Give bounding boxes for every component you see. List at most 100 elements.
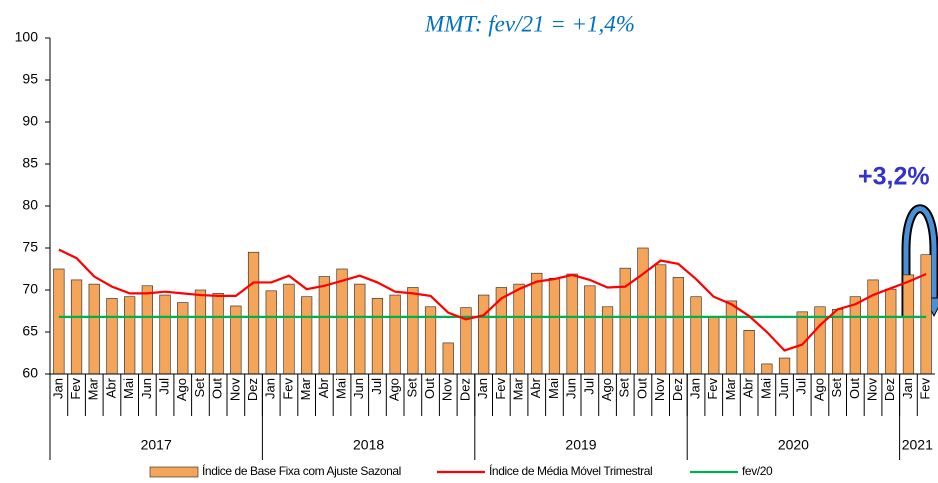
x-tick-label: Ago (811, 378, 826, 401)
year-label: 2017 (141, 437, 172, 453)
x-tick-label: Jun (776, 378, 791, 399)
year-label: 2020 (778, 437, 809, 453)
bar (743, 330, 755, 375)
bar (442, 342, 454, 375)
x-tick-label: Jan (900, 378, 915, 399)
x-tick-label: Jul (794, 378, 809, 395)
bar (318, 276, 330, 375)
y-tick-label: 85 (22, 155, 38, 171)
x-tick-label: Dez (457, 378, 472, 401)
x-tick-label: Jan (687, 378, 702, 399)
bar (796, 311, 808, 375)
year-label: 2021 (902, 437, 933, 453)
bar (283, 283, 295, 375)
x-tick-label: Set (404, 378, 419, 398)
x-tick-label: Jul (369, 378, 384, 395)
bar (212, 293, 224, 375)
x-tick-label: Nov (440, 378, 455, 402)
x-tick-label: Abr (103, 377, 118, 398)
bar (407, 287, 419, 375)
x-tick-label: Dez (882, 378, 897, 401)
x-tick-label: Abr (528, 377, 543, 398)
bar (124, 296, 136, 375)
bar (389, 294, 401, 375)
y-tick-label: 70 (22, 281, 38, 297)
bar (708, 316, 720, 375)
bar (672, 277, 684, 375)
bar (141, 285, 153, 375)
x-tick-label: Out (210, 378, 225, 399)
chart-title: MMT: fev/21 = +1,4% (424, 11, 635, 36)
legend-label: Índice de Média Móvel Trimestral (489, 463, 652, 478)
annotation: +3,2% (858, 163, 930, 191)
bar (478, 294, 490, 375)
bar (265, 290, 277, 375)
x-tick-label: Mar (510, 377, 525, 400)
x-tick-label: Mar (86, 377, 101, 400)
legend-label: Índice de Base Fixa com Ajuste Sazonal (202, 463, 401, 478)
x-tick-label: Ago (174, 378, 189, 401)
bar (106, 298, 118, 375)
y-tick-label: 100 (15, 29, 39, 45)
x-tick-label: Jan (263, 378, 278, 399)
y-tick-label: 60 (22, 365, 38, 381)
x-tick-label: Fev (918, 378, 933, 400)
legend-swatch (149, 466, 199, 478)
bar (920, 254, 932, 375)
x-tick-label: Jan (50, 378, 65, 399)
x-tick-label: Nov (864, 378, 879, 402)
y-tick-label: 65 (22, 323, 38, 339)
y-tick-label: 95 (22, 71, 38, 87)
x-tick-label: Out (422, 378, 437, 399)
bar (832, 309, 844, 375)
y-tick-label: 75 (22, 239, 38, 255)
x-tick-label: Jun (564, 378, 579, 399)
year-label: 2018 (353, 437, 384, 453)
x-tick-label: Jul (581, 378, 596, 395)
y-tick-label: 80 (22, 197, 38, 213)
x-tick-label: Mai (758, 378, 773, 399)
y-tick-label: 90 (22, 113, 38, 129)
bar (70, 279, 83, 375)
bar (88, 283, 100, 375)
bar (194, 289, 207, 375)
legend-label: fev/20 (742, 464, 773, 478)
bar (177, 302, 189, 375)
x-tick-label: Abr (316, 377, 331, 398)
bar (778, 357, 791, 375)
x-tick-label: Nov (652, 378, 667, 402)
bar (637, 247, 649, 375)
x-tick-label: Ago (387, 378, 402, 401)
x-tick-label: Fev (68, 378, 83, 400)
bar (247, 251, 260, 375)
bar (53, 268, 65, 375)
x-tick-label: Mar (723, 377, 738, 400)
bar (761, 363, 773, 375)
x-tick-label: Mai (121, 378, 136, 399)
bar (584, 285, 596, 375)
x-tick-label: Jul (156, 378, 171, 395)
x-tick-label: Ago (599, 378, 614, 401)
x-tick-label: Nov (227, 378, 242, 402)
bar (531, 272, 543, 375)
x-tick-label: Dez (245, 378, 260, 401)
bar (513, 283, 525, 375)
bar (690, 296, 702, 375)
x-tick-label: Out (634, 378, 649, 399)
bar (336, 268, 348, 375)
bar (655, 264, 667, 375)
bar (566, 273, 578, 375)
bar (902, 274, 915, 375)
x-tick-label: Jun (351, 378, 366, 399)
x-tick-label: Abr (741, 377, 756, 398)
x-tick-label: Fev (493, 378, 508, 400)
bar (301, 296, 313, 375)
x-tick-label: Set (192, 378, 207, 398)
x-tick-label: Out (847, 378, 862, 399)
bar (548, 277, 561, 375)
x-tick-label: Mai (546, 378, 561, 399)
year-label: 2019 (565, 437, 596, 453)
x-tick-label: Mar (298, 377, 313, 400)
x-tick-label: Fev (705, 378, 720, 400)
